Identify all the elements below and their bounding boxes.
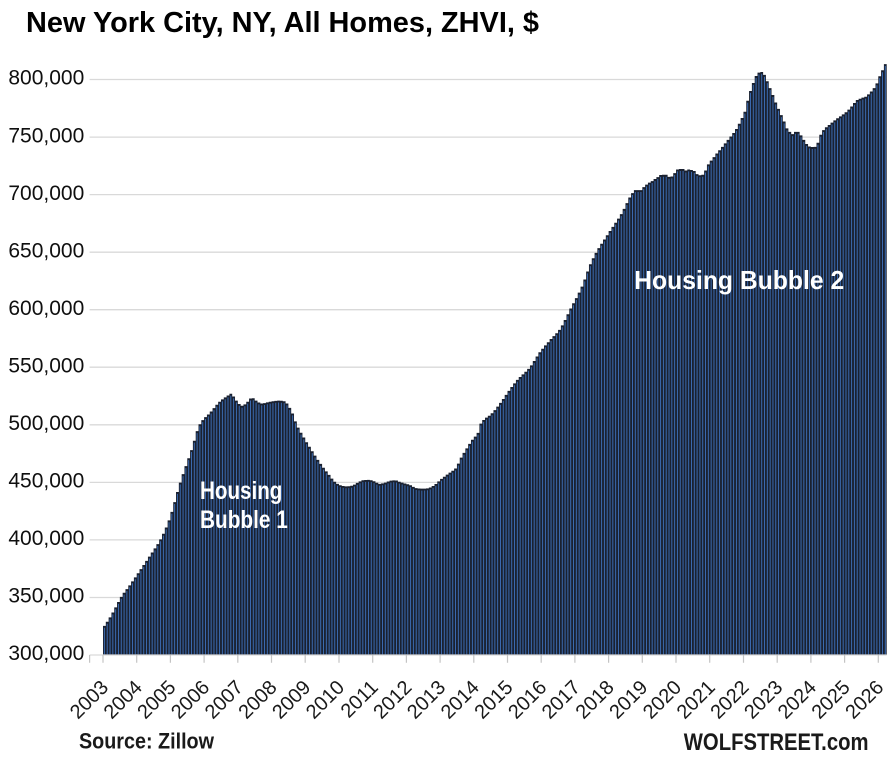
svg-text:Housing: Housing (200, 477, 282, 505)
svg-text:300,000: 300,000 (8, 642, 84, 665)
svg-text:650,000: 650,000 (8, 239, 84, 262)
svg-text:Source: Zillow: Source: Zillow (79, 728, 215, 753)
svg-text:350,000: 350,000 (8, 585, 84, 608)
svg-text:550,000: 550,000 (8, 354, 84, 377)
svg-text:800,000: 800,000 (8, 67, 84, 90)
svg-text:500,000: 500,000 (8, 412, 84, 435)
svg-text:New York City, NY, All Homes,: New York City, NY, All Homes, ZHVI, $ (26, 7, 539, 39)
svg-text:WOLFSTREET.com: WOLFSTREET.com (684, 729, 869, 756)
svg-text:450,000: 450,000 (8, 470, 84, 493)
svg-text:600,000: 600,000 (8, 297, 84, 320)
svg-text:700,000: 700,000 (8, 182, 84, 205)
svg-text:Bubble 1: Bubble 1 (200, 506, 288, 534)
svg-text:750,000: 750,000 (8, 124, 84, 147)
svg-text:400,000: 400,000 (8, 527, 84, 550)
svg-text:Housing Bubble 2: Housing Bubble 2 (634, 265, 844, 295)
